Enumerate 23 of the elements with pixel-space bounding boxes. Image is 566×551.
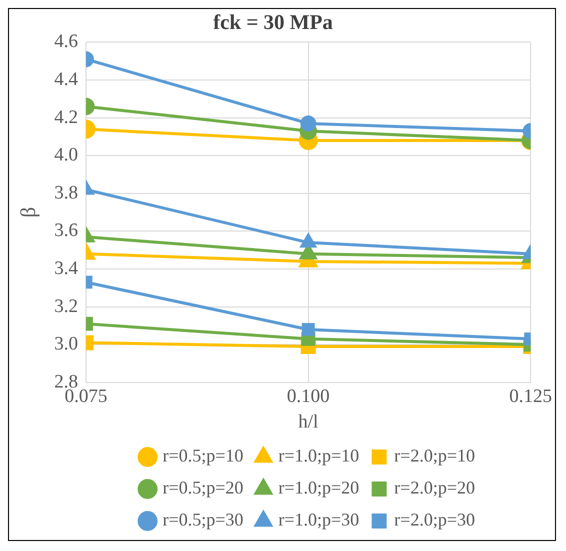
legend-label: r=1.0;p=20 [278, 478, 360, 498]
y-tick-label: 3.6 [54, 220, 78, 242]
legend-label: r=1.0;p=30 [278, 510, 360, 530]
x-axis-title: h/l [298, 412, 318, 433]
legend-label: r=2.0;p=10 [394, 446, 475, 466]
legend-label: r=2.0;p=20 [394, 478, 475, 498]
y-tick-label: 3.0 [54, 334, 78, 355]
x-tick-label: 0.100 [286, 386, 330, 407]
legend-label: r=2.0;p=30 [394, 510, 475, 530]
y-axis-title: β [16, 206, 40, 218]
legend-label: r=0.5;p=20 [162, 478, 244, 498]
y-tick-label: 3.4 [54, 258, 78, 279]
legend-label: r=0.5;p=30 [162, 510, 244, 530]
y-tick-label: 4.0 [54, 144, 78, 166]
legend-label: r=1.0;p=10 [278, 446, 360, 466]
chart-title: fck = 30 MPa [213, 10, 334, 34]
legend-label: r=0.5;p=10 [162, 446, 244, 466]
y-tick-label: 4.4 [54, 68, 78, 90]
x-tick-label: 0.125 [509, 386, 552, 407]
y-tick-label: 3.2 [54, 296, 78, 317]
y-tick-label: 4.2 [54, 106, 78, 128]
y-tick-label: 4.6 [54, 31, 78, 52]
y-tick-label: 3.8 [54, 182, 78, 204]
